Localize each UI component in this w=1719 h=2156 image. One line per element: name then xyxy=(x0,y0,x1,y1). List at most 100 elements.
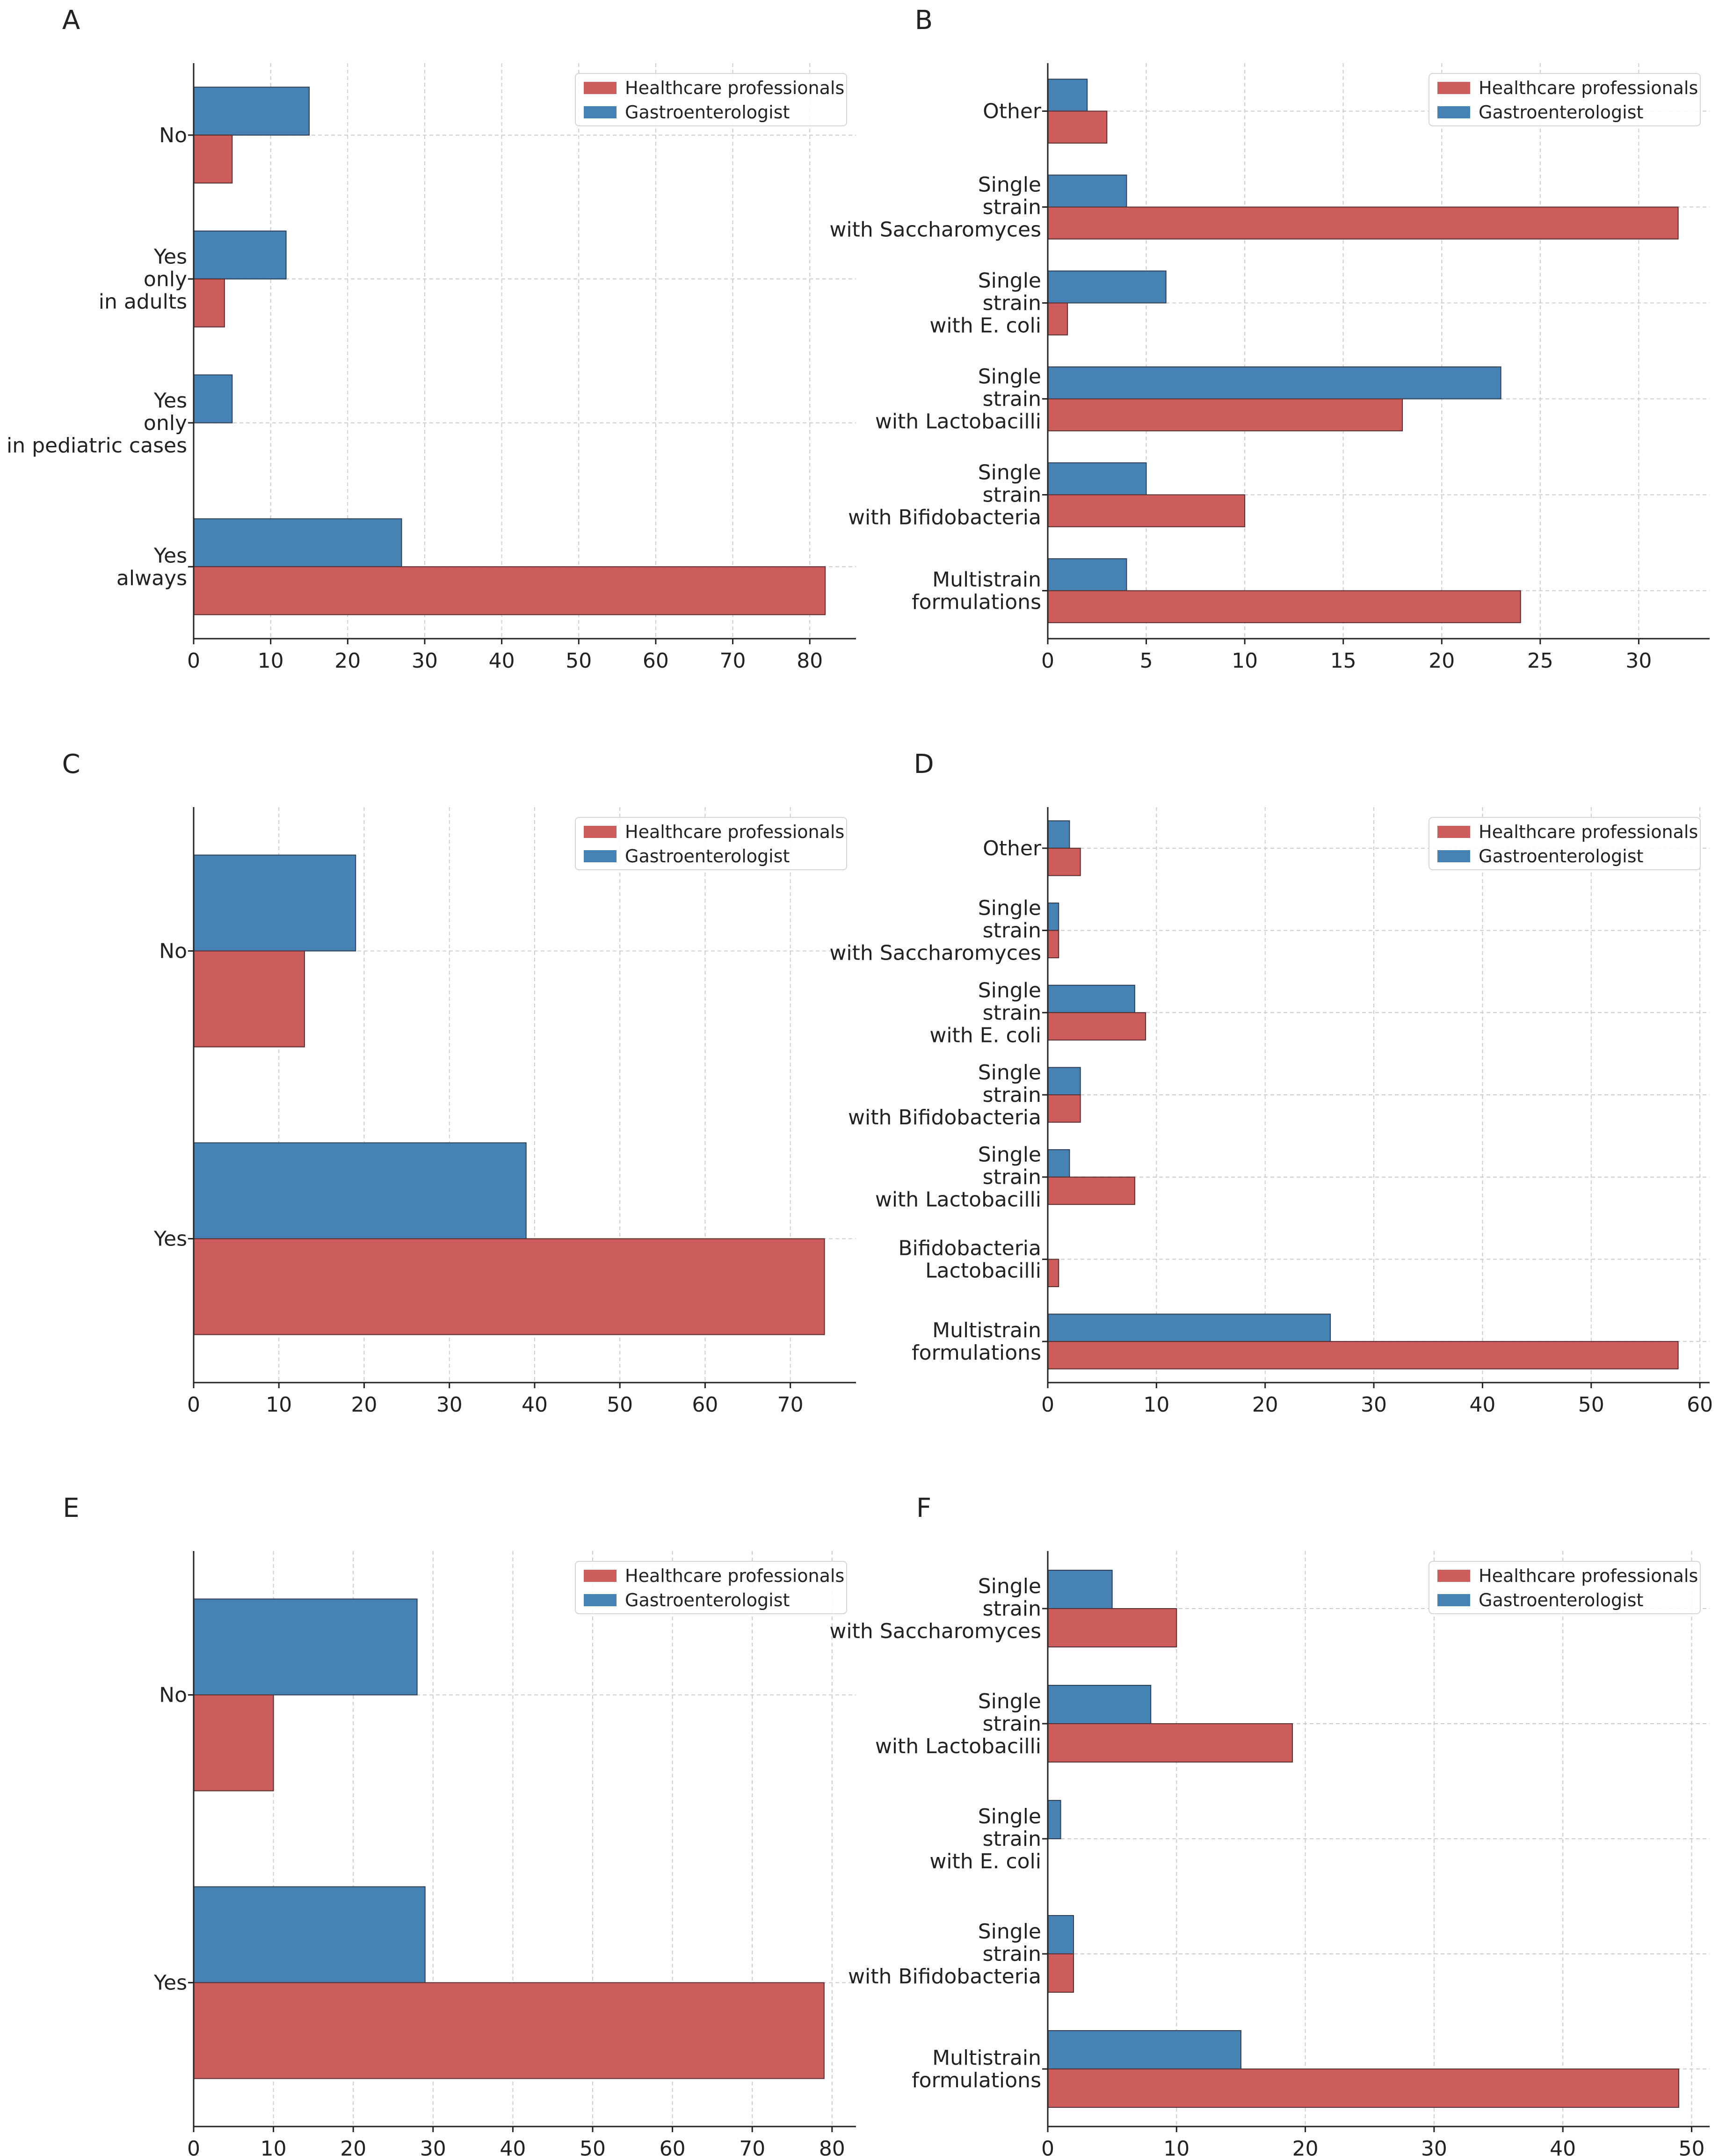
x-tick-label: 30 xyxy=(420,2137,446,2156)
x-tick-label: 70 xyxy=(777,1393,804,1417)
y-tick-label: Single strain with Lactobacilli xyxy=(875,1143,1041,1212)
bar-healthcare-professionals xyxy=(193,134,233,184)
y-tick-label-line: with Lactobacilli xyxy=(875,1188,1041,1212)
x-tick-label: 10 xyxy=(1143,1393,1169,1417)
y-tick-label: Multistrain formulations xyxy=(912,1318,1041,1365)
bar-gastroenterologist xyxy=(1047,2030,1241,2070)
bar-gastroenterologist xyxy=(193,1142,527,1239)
x-tick-label: 10 xyxy=(258,649,284,673)
legend-swatch-healthcare-professionals xyxy=(584,826,617,838)
y-tick-label-line: Bifidobacteria xyxy=(898,1236,1041,1260)
y-tick-label: Yes only in pediatric cases xyxy=(7,389,187,458)
x-tick-label: 50 xyxy=(1678,2137,1704,2156)
y-tick-label: Multistrain formulations xyxy=(912,568,1041,614)
y-tick-label-line: with Saccharomyces xyxy=(829,941,1041,965)
x-tick-label: 10 xyxy=(1232,649,1258,673)
y-tick-label-line: strain xyxy=(983,1165,1041,1189)
bar-gastroenterologist xyxy=(1047,1685,1152,1725)
panel-letter: F xyxy=(916,1493,931,1523)
bar-gastroenterologist xyxy=(1047,366,1501,400)
bar-healthcare-professionals xyxy=(1047,1259,1059,1287)
x-tick-label: 30 xyxy=(1625,649,1652,673)
panel-letter: B xyxy=(915,5,933,36)
y-tick-label-line: No xyxy=(159,124,187,147)
x-tick-label: 20 xyxy=(1429,649,1455,673)
y-tick-label-line: strain xyxy=(983,1083,1041,1107)
x-tick-label: 10 xyxy=(266,1393,292,1417)
y-tick-label: Bifidobacteria Lactobacilli xyxy=(898,1236,1041,1282)
y-tick-label: No xyxy=(159,124,187,147)
x-tick-label: 30 xyxy=(1421,2137,1447,2156)
y-tick-label-line: with Saccharomyces xyxy=(829,218,1041,242)
panel-letter: A xyxy=(62,5,80,36)
legend-label-healthcare-professionals: Healthcare professionals xyxy=(625,822,844,842)
bar-healthcare-professionals xyxy=(193,566,826,615)
legend-swatch-healthcare-professionals xyxy=(1437,826,1470,838)
legend-swatch-gastroenterologist xyxy=(1437,1594,1470,1606)
y-tick-label: Yes always xyxy=(116,544,187,590)
y-tick-label: Yes xyxy=(153,1971,187,1995)
panel-letter: C xyxy=(62,749,80,779)
legend-swatch-gastroenterologist xyxy=(584,106,617,118)
y-tick-label-line: No xyxy=(159,1683,187,1707)
bar-gastroenterologist xyxy=(1047,903,1059,931)
x-tick-label: 40 xyxy=(500,2137,526,2156)
y-tick-label-line: strain xyxy=(983,1942,1041,1966)
bar-healthcare-professionals xyxy=(1047,494,1246,527)
bar-gastroenterologist xyxy=(1047,984,1135,1013)
grid xyxy=(1047,63,1710,639)
y-tick-label-line: with Bifidobacteria xyxy=(848,1965,1041,1988)
bar-healthcare-professionals xyxy=(193,1238,825,1335)
y-tick-label-line: Yes xyxy=(153,544,187,568)
x-tick-label: 40 xyxy=(1469,1393,1495,1417)
bar-healthcare-professionals xyxy=(1047,2069,1679,2108)
panel-letter: D xyxy=(914,749,934,779)
legend-label-gastroenterologist: Gastroenterologist xyxy=(1479,1590,1643,1610)
x-tick-label: 60 xyxy=(692,1393,718,1417)
x-tick-label: 80 xyxy=(797,649,823,673)
x-tick-label: 30 xyxy=(1361,1393,1387,1417)
y-tick-label-line: with Lactobacilli xyxy=(875,1734,1041,1758)
y-tick-label-line: Single xyxy=(978,1574,1041,1598)
x-tick-label: 70 xyxy=(720,649,746,673)
legend-swatch-healthcare-professionals xyxy=(584,82,617,94)
bar-healthcare-professionals xyxy=(1047,1608,1177,1647)
bar-gastroenterologist xyxy=(1047,1313,1331,1342)
legend-frame xyxy=(1429,817,1701,870)
legend-label-gastroenterologist: Gastroenterologist xyxy=(1479,846,1643,867)
y-tick-label-line: with E. coli xyxy=(929,314,1041,338)
y-tick-label-line: with E. coli xyxy=(929,1850,1041,1873)
y-tick-label-line: Single xyxy=(978,896,1041,920)
bar-gastroenterologist xyxy=(1047,79,1088,112)
legend-frame xyxy=(1429,73,1701,126)
y-tick-label-line: Single xyxy=(978,461,1041,485)
y-tick-label: Single strain with Bifidobacteria xyxy=(848,461,1041,530)
y-tick-label-line: in pediatric cases xyxy=(7,434,187,458)
y-tick-label-line: strain xyxy=(983,387,1041,411)
y-tick-label-line: strain xyxy=(983,1712,1041,1736)
x-tick-label: 50 xyxy=(1578,1393,1604,1417)
y-tick-label: Multistrain formulations xyxy=(912,2046,1041,2092)
y-tick-label-line: Lactobacilli xyxy=(925,1259,1041,1282)
y-tick-label-line: Yes xyxy=(153,1971,187,1995)
y-tick-label-line: Single xyxy=(978,1805,1041,1828)
y-tick-label: Single strain with Bifidobacteria xyxy=(848,1920,1041,1988)
y-tick-label-line: with Bifidobacteria xyxy=(848,506,1041,530)
y-tick-label-line: strain xyxy=(983,483,1041,507)
bar-gastroenterologist xyxy=(1047,175,1127,208)
legend-label-gastroenterologist: Gastroenterologist xyxy=(1479,102,1643,123)
y-tick-label-line: strain xyxy=(983,919,1041,943)
y-tick-label-line: Other xyxy=(983,100,1042,124)
y-tick-label-line: with E. coli xyxy=(929,1023,1041,1047)
y-tick-label-line: with Lactobacilli xyxy=(875,410,1041,434)
x-tick-label: 80 xyxy=(819,2137,845,2156)
bar-gastroenterologist xyxy=(1047,1067,1081,1095)
y-tick-label: Single strain with E. coli xyxy=(929,1805,1041,1873)
bar-gastroenterologist xyxy=(193,1598,418,1696)
bar-gastroenterologist xyxy=(1047,820,1070,849)
